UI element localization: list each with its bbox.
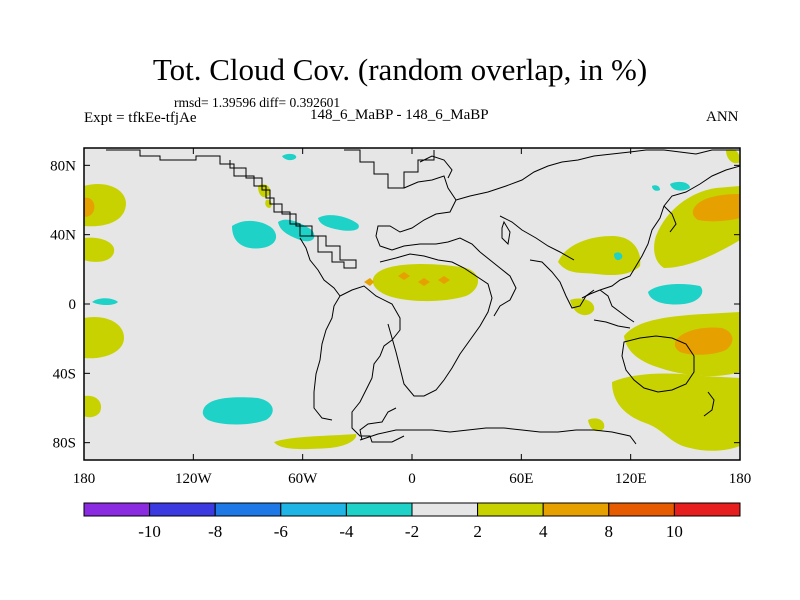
- contour-cyan-small-1: [282, 153, 297, 161]
- plot-title: Tot. Cloud Cov. (random overlap, in %): [152, 52, 648, 87]
- coastline-india: [529, 259, 595, 309]
- colorbar-label: -10: [138, 522, 161, 541]
- coastline-greenland: [344, 149, 435, 189]
- coastline-antarctic-peninsula: [359, 407, 397, 441]
- colorbar-label: 10: [666, 522, 683, 541]
- contour-yg-west-south: [84, 395, 102, 418]
- x-tick-label: 120W: [175, 471, 213, 487]
- contour-yg-south-asia-1: [570, 298, 595, 316]
- colorbar-label: -4: [339, 522, 354, 541]
- x-tick-label: 60E: [509, 471, 533, 487]
- contour-orange-africa-4: [364, 278, 374, 286]
- colorbar-label: 8: [605, 522, 614, 541]
- coastline-southeast-asia: [599, 289, 635, 323]
- coastline-asia-interior-1: [499, 215, 575, 261]
- x-tick-label: 180: [729, 471, 752, 487]
- contour-cyan-east-pacific-north: [670, 181, 690, 191]
- coastline-middle-east: [479, 251, 517, 317]
- coastline-antarctica: [359, 427, 637, 445]
- colorbar: -10 -8 -6 -4 -2 2 4 8 10: [83, 502, 741, 541]
- colorbar-swatch: [83, 502, 151, 517]
- y-tick-label: 0: [69, 297, 77, 313]
- axis-ticks: [83, 148, 741, 460]
- x-tick-label: 0: [408, 471, 416, 487]
- coastline-caspian: [501, 220, 511, 246]
- colorbar-swatch: [149, 502, 216, 517]
- coastline-asia-east: [581, 150, 740, 299]
- coastlines: [106, 149, 740, 445]
- contour-cyan-small-2: [614, 252, 623, 261]
- case-names: 148_6_MaBP - 148_6_MaBP: [310, 107, 489, 123]
- coastline-new-zealand: [703, 391, 715, 417]
- colorbar-swatch: [214, 502, 282, 517]
- stats-line: rmsd= 1.39596 diff= 0.392601: [174, 95, 341, 110]
- contour-yg-far-east-north: [726, 149, 740, 164]
- colorbar-label: -8: [208, 522, 222, 541]
- y-tick-label: 80S: [53, 436, 76, 452]
- colorbar-swatch: [608, 502, 675, 517]
- colorbar-swatch: [280, 502, 347, 517]
- coastline-africa: [379, 253, 493, 397]
- contour-yg-west-mid: [84, 237, 115, 262]
- contour-cyan-equator-west: [92, 298, 118, 305]
- coastline-scandinavia: [419, 155, 453, 179]
- coastline-central-america: [299, 237, 341, 297]
- contour-orange-west: [84, 197, 95, 217]
- contour-yg-west-north: [84, 183, 126, 227]
- colorbar-label: -2: [405, 522, 419, 541]
- coastline-indonesia-1: [593, 319, 631, 329]
- contour-yg-south-america-tail: [274, 434, 357, 450]
- contour-cyan-east-pacific-small: [652, 185, 660, 191]
- coastline-north-america: [106, 149, 357, 269]
- axis-labels: 180 120W 60W 0 60E 120E 180 80N 40N 0 40S 80S: [50, 158, 751, 487]
- colorbar-swatch: [345, 502, 413, 517]
- coastline-japan: [663, 205, 677, 233]
- colorbar-label: 4: [539, 522, 548, 541]
- colorbar-swatch: [673, 502, 741, 517]
- season-label: ANN: [706, 109, 739, 125]
- contour-yg-east-asia: [558, 236, 641, 276]
- coastline-mediterranean: [391, 237, 481, 253]
- anomaly-contours: [84, 149, 740, 451]
- x-tick-label: 180: [73, 471, 96, 487]
- contour-orange-africa-1: [398, 272, 410, 280]
- contour-orange-africa-2: [418, 278, 430, 286]
- contour-cyan-equator-east: [648, 284, 703, 305]
- colorbar-swatch: [411, 502, 479, 517]
- contour-yg-west-lower: [84, 316, 124, 359]
- contour-cyan-north-america: [232, 220, 277, 249]
- contour-orange-africa-3: [438, 276, 450, 284]
- coastline-asia-north: [455, 149, 740, 201]
- coastline-south-america: [339, 285, 405, 443]
- x-tick-label: 120E: [615, 471, 647, 487]
- contour-cyan-south-pacific: [202, 397, 273, 425]
- y-tick-label: 80N: [50, 158, 76, 174]
- contour-cyan-europe: [318, 215, 359, 231]
- y-tick-label: 40N: [50, 228, 76, 244]
- experiment-label: Expt = tfkEe-tfjAe: [84, 110, 197, 126]
- colorbar-label: 2: [473, 522, 482, 541]
- coastline-europe: [375, 175, 457, 251]
- contour-yg-southern-ocean-2: [588, 418, 605, 432]
- coastline-australia: [621, 335, 695, 393]
- colorbar-swatch: [542, 502, 610, 517]
- contour-yg-small-1: [258, 184, 271, 198]
- contour-orange-east-north: [692, 194, 740, 222]
- y-tick-label: 40S: [53, 366, 76, 382]
- x-tick-label: 60W: [288, 471, 318, 487]
- coastline-south-america-west: [313, 295, 341, 421]
- colorbar-label: -6: [274, 522, 288, 541]
- colorbar-swatch: [477, 502, 544, 517]
